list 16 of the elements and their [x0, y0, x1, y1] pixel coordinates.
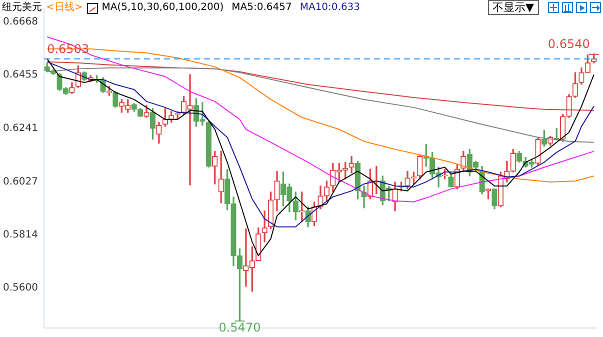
annotation: 0.6540 [548, 36, 590, 51]
chart-title: 纽元美元 [2, 1, 42, 15]
candlestick [262, 210, 268, 242]
annotation: 不显示▼ [488, 0, 539, 15]
y-tick-label: 0.6241 [2, 122, 38, 134]
y-tick-label: 0.5600 [2, 282, 38, 294]
text: MA10:0.633 [300, 1, 360, 15]
chart-subtitle: <日线> [46, 1, 83, 15]
candlestick [348, 156, 354, 174]
y-tick-label: 0.6455 [2, 70, 38, 81]
annotation: 0.5470 [218, 320, 261, 335]
y-tick-label: 0.6668 [2, 16, 38, 28]
text: MA5:0.6457 [232, 1, 292, 15]
y-tick-label: 0.6027 [2, 176, 38, 188]
y-tick-label: 0.5814 [2, 229, 38, 240]
legend-title: MA(5,10,30,60,100,200) [102, 1, 224, 15]
